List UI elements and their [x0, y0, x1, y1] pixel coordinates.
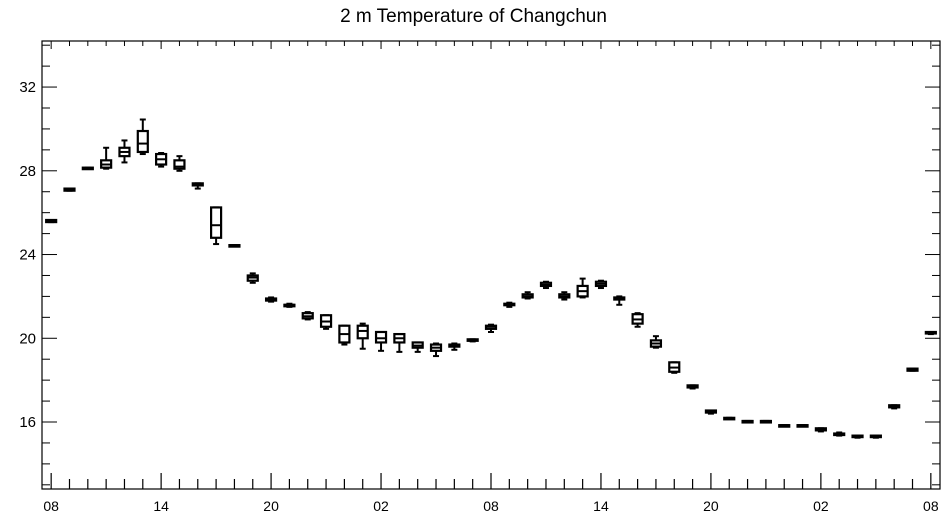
box-plot-item: [796, 424, 809, 428]
box-plot-item: [63, 187, 76, 192]
x-tick-label: 20: [263, 498, 279, 514]
box-plot-item: [888, 404, 901, 410]
box-plot-item: [723, 416, 736, 421]
box-plot-item: [228, 244, 241, 248]
box-plot-item: [393, 332, 406, 353]
y-tick-label: 20: [19, 330, 36, 347]
box-plot-item: [338, 324, 351, 346]
x-tick-label: 08: [483, 498, 499, 514]
x-tick-label: 08: [923, 498, 939, 514]
box-plot-item: [576, 277, 589, 299]
y-tick-label: 28: [19, 163, 36, 180]
box-plot-item: [100, 146, 113, 170]
box-plot-item: [704, 409, 718, 415]
box-plot-item: [374, 330, 388, 352]
box-plot-item: [356, 322, 369, 350]
box-plot-item: [649, 335, 663, 349]
box-plot-item: [319, 314, 333, 330]
box-plot-item: [631, 312, 644, 328]
x-tick-label: 14: [153, 498, 169, 514]
box-plot-item: [155, 152, 168, 168]
box-plot-item: [411, 341, 424, 353]
box-body: [356, 324, 369, 340]
box-plot-item: [81, 166, 94, 171]
box-plot-item: [906, 367, 919, 372]
box-plot-item: [283, 302, 296, 308]
plot-frame: [41, 40, 941, 490]
box-plot-item: [448, 342, 461, 351]
x-tick-label: 08: [43, 498, 59, 514]
box-plot-item: [759, 419, 772, 424]
box-plot-item: [741, 419, 754, 424]
box-plot-item: [173, 155, 186, 172]
box-plot-item: [429, 342, 443, 358]
box-plot-item: [869, 434, 882, 439]
box-body: [210, 206, 223, 239]
box-plot-item: [503, 301, 516, 308]
box-plot-item: [301, 311, 314, 321]
box-plot-item: [521, 291, 534, 300]
chart-title: 2 m Temperature of Changchun: [340, 6, 607, 27]
box-plot-item: [613, 295, 626, 306]
box-body: [136, 129, 149, 154]
y-tick-label: 32: [19, 79, 36, 96]
box-plot-item: [539, 280, 553, 290]
box-plot-item: [210, 206, 223, 246]
box-plot-item: [136, 118, 149, 156]
box-plot-item: [833, 431, 846, 437]
box-plot-item: [686, 384, 699, 390]
box-plot-item: [668, 361, 681, 374]
box-body: [374, 330, 388, 344]
box-plot-item: [558, 291, 571, 301]
box-plot-item: [594, 279, 608, 290]
box-plot-item: [191, 182, 204, 190]
box-plot-item: [851, 434, 864, 439]
y-tick-label: 24: [19, 247, 36, 264]
box-body: [173, 159, 186, 170]
box-plot-item: [778, 424, 791, 428]
x-tick-label: 20: [703, 498, 719, 514]
box-plot-item: [246, 272, 259, 284]
y-tick-label: 16: [19, 414, 36, 431]
x-tick-label: 14: [593, 498, 609, 514]
box-plot-item: [466, 338, 479, 343]
box-plot-item: [924, 330, 937, 336]
box-plot-item: [484, 323, 498, 333]
box-plot-item: [45, 218, 58, 224]
box-plot-item: [264, 296, 278, 303]
box-plot-item: [118, 139, 131, 164]
x-tick-label: 02: [373, 498, 389, 514]
box-plot-item: [814, 427, 827, 433]
x-tick-label: 02: [813, 498, 829, 514]
